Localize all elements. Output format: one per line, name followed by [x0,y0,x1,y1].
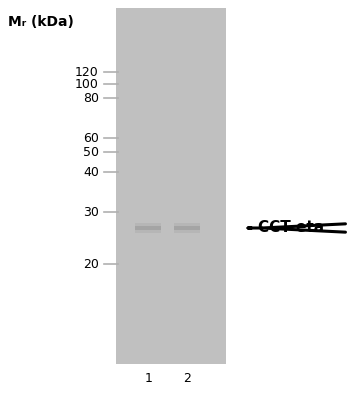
Bar [174,223,201,226]
Bar [135,230,161,233]
Text: 60: 60 [83,132,99,144]
Text: CCT eta: CCT eta [258,220,324,236]
Text: 100: 100 [75,78,99,90]
Text: Mᵣ (kDa): Mᵣ (kDa) [8,15,73,29]
Text: 50: 50 [83,146,99,158]
Text: 30: 30 [83,206,99,218]
Bar [174,226,201,230]
Text: 2: 2 [183,372,191,384]
Text: 1: 1 [144,372,152,384]
Text: 120: 120 [75,66,99,78]
Bar [116,8,226,364]
Bar [135,226,161,230]
Text: 40: 40 [83,166,99,178]
Bar [174,230,201,233]
Bar [135,223,161,226]
Text: 80: 80 [83,92,99,104]
Text: 20: 20 [83,258,99,270]
